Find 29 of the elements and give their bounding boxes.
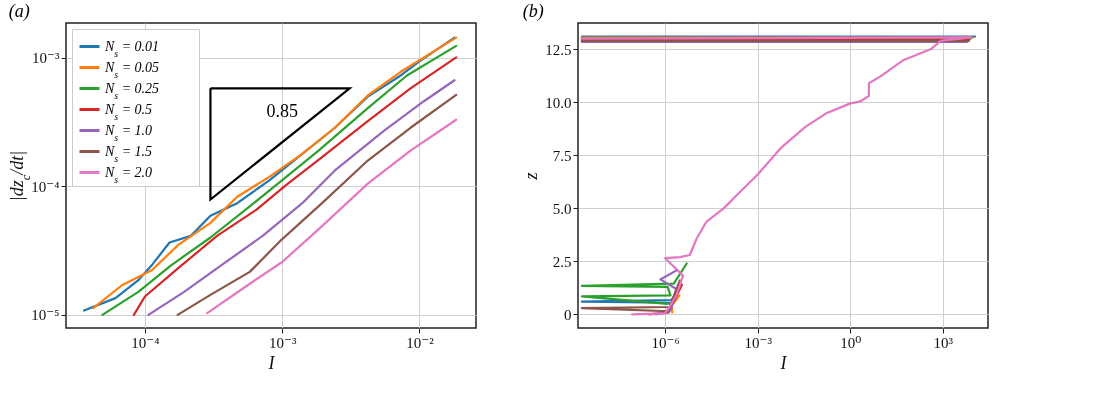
- legend-label: N$_{s}$ = 0.01: [104, 38, 160, 58]
- x-tick-label: 10⁰: [840, 334, 862, 351]
- y-tick-label: 10⁻⁵: [31, 307, 60, 324]
- y-tick-label: 10.0: [545, 94, 572, 111]
- y-tick-label: 10⁻⁴: [31, 178, 60, 195]
- y-tick-label: 12.5: [545, 41, 572, 58]
- legend-label: N$_{s}$ = 1.0: [104, 122, 153, 142]
- y-tick-label: 10⁻³: [32, 50, 60, 67]
- legend-label: N$_{s}$ = 0.05: [104, 59, 160, 79]
- legend-label: N$_{s}$ = 0.25: [104, 80, 160, 100]
- x-tick-label: 10⁻²: [406, 334, 435, 351]
- legend-label: N$_{s}$ = 0.5: [104, 101, 153, 121]
- y-axis-title: z: [521, 172, 542, 181]
- y-tick-label: 5.0: [552, 200, 572, 217]
- y-tick-label: 7.5: [552, 147, 572, 164]
- legend-label: N$_{s}$ = 1.5: [104, 143, 153, 163]
- x-axis-title: I: [267, 352, 276, 373]
- legend-label: N$_{s}$ = 2.0: [104, 164, 153, 184]
- chart-title: (b): [522, 1, 544, 22]
- x-tick-label: 10⁻⁴: [131, 334, 160, 351]
- x-tick-label: 10³: [933, 334, 954, 351]
- annotation: 0.85: [266, 100, 298, 121]
- x-tick-label: 10⁻⁶: [651, 334, 680, 351]
- chart-title: (a): [8, 1, 30, 22]
- y-tick-label: 0: [564, 306, 572, 323]
- y-tick-label: 2.5: [552, 253, 572, 270]
- x-tick-label: 10⁻³: [744, 334, 773, 351]
- x-axis-title: I: [779, 352, 788, 373]
- x-tick-label: 10⁻³: [269, 334, 297, 351]
